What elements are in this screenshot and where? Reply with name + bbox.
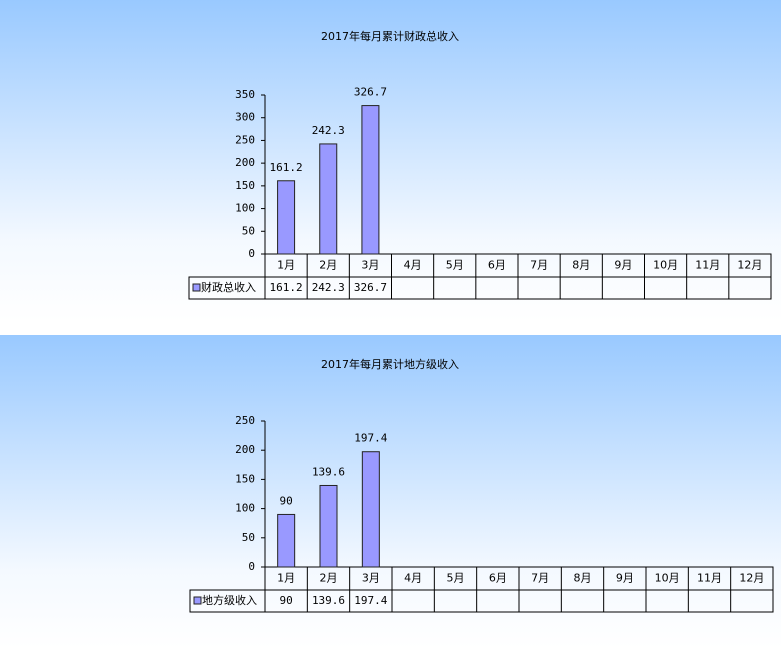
x-tick-label: 5月 (447, 572, 465, 585)
data-label: 161.2 (270, 161, 303, 174)
data-label: 90 (280, 494, 293, 507)
y-tick-label: 100 (235, 502, 255, 515)
x-tick-label: 4月 (404, 572, 422, 585)
x-tick-label: 5月 (446, 259, 464, 272)
x-tick-label: 11月 (695, 259, 720, 272)
bar (319, 143, 338, 255)
bar (277, 513, 296, 568)
y-tick-label: 0 (248, 560, 255, 573)
x-tick-label: 8月 (572, 259, 590, 272)
x-tick-label: 9月 (616, 572, 634, 585)
x-tick-label: 1月 (277, 572, 295, 585)
y-tick-label: 50 (242, 224, 255, 237)
x-tick-label: 10月 (653, 259, 678, 272)
bar (361, 105, 380, 255)
y-tick-label: 250 (235, 414, 255, 427)
data-row (189, 589, 774, 613)
y-tick-label: 300 (235, 111, 255, 124)
y-tick-label: 200 (235, 443, 255, 456)
x-tick-label: 12月 (739, 572, 764, 585)
chart-title: 2017年每月累计地方级收入 (321, 357, 459, 371)
x-tick-label: 12月 (737, 259, 762, 272)
x-tick-label: 1月 (277, 259, 295, 272)
data-label: 139.6 (312, 465, 345, 478)
bar (277, 180, 296, 255)
x-tick-label: 3月 (362, 572, 380, 585)
table-value: 197.4 (354, 594, 387, 607)
y-tick-label: 200 (235, 156, 255, 169)
x-tick-label: 6月 (488, 259, 506, 272)
y-tick-label: 50 (242, 531, 255, 544)
legend-label: 财政总收入 (201, 280, 256, 294)
x-tick-label: 9月 (614, 259, 632, 272)
table-value: 161.2 (270, 281, 303, 294)
x-tick-label: 7月 (531, 572, 549, 585)
y-tick-label: 150 (235, 472, 255, 485)
x-tick-label: 7月 (530, 259, 548, 272)
x-tick-label: 2月 (319, 259, 337, 272)
data-label: 242.3 (312, 124, 345, 137)
x-tick-label: 6月 (489, 572, 507, 585)
data-label: 197.4 (354, 432, 387, 445)
table-value: 242.3 (312, 281, 345, 294)
y-tick-label: 350 (235, 88, 255, 101)
data-label: 326.7 (354, 86, 387, 99)
x-tick-label: 10月 (655, 572, 680, 585)
bar (319, 484, 338, 568)
x-tick-label: 8月 (574, 572, 592, 585)
table-value: 90 (280, 594, 293, 607)
y-tick-label: 250 (235, 133, 255, 146)
legend-swatch (192, 283, 201, 292)
y-tick-label: 100 (235, 202, 255, 215)
panel-background (0, 335, 781, 649)
legend-label: 地方级收入 (202, 593, 257, 607)
panel-background (0, 0, 781, 322)
data-row (188, 276, 772, 300)
chart-title: 2017年每月累计财政总收入 (321, 29, 459, 43)
x-tick-label: 2月 (320, 572, 338, 585)
x-tick-label: 4月 (404, 259, 422, 272)
table-value: 139.6 (312, 594, 345, 607)
x-tick-label: 11月 (697, 572, 722, 585)
bar (361, 451, 380, 568)
x-tick-label: 3月 (361, 259, 379, 272)
legend-swatch (193, 596, 202, 605)
y-tick-label: 0 (248, 247, 255, 260)
table-value: 326.7 (354, 281, 387, 294)
y-tick-label: 150 (235, 179, 255, 192)
